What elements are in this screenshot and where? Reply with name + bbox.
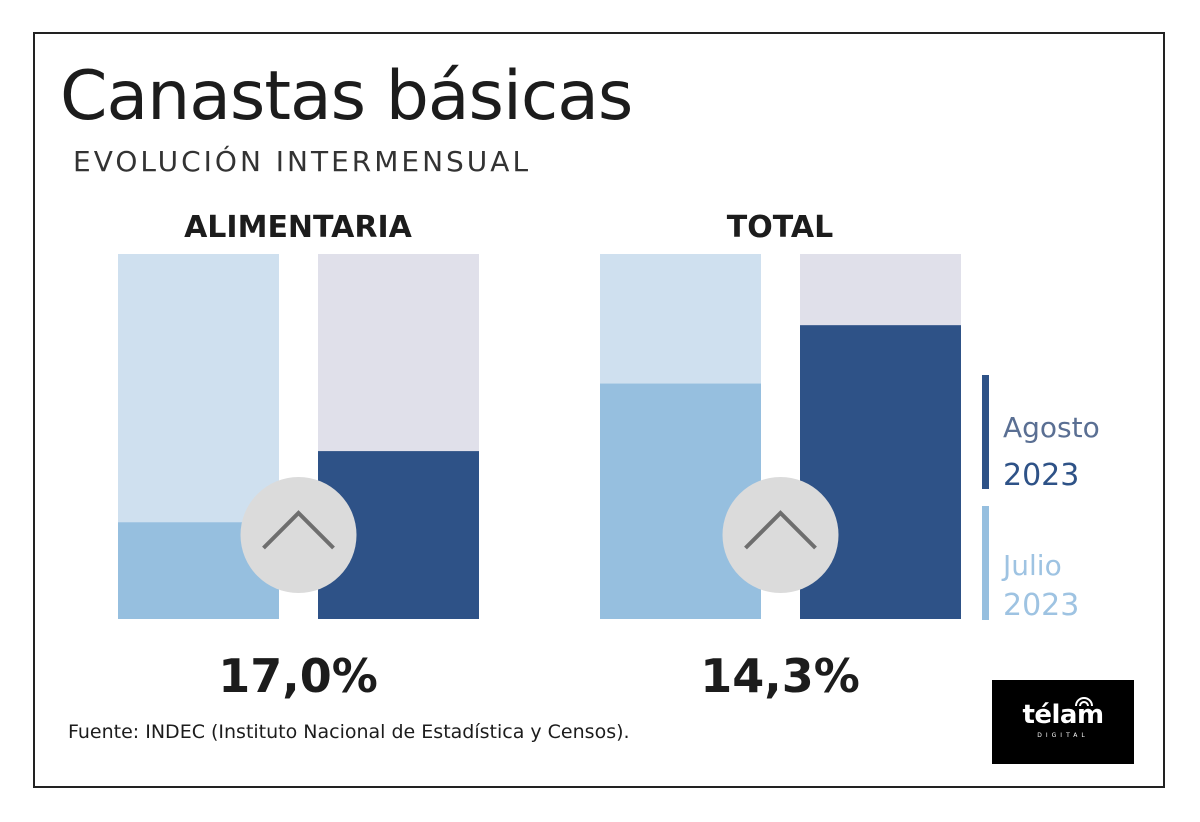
value-label-total: 14,3% [700,649,860,703]
chart-subtitle: EVOLUCIÓN INTERMENSUAL [73,145,532,178]
chevron-up-icon [262,510,335,550]
increase-badge-alimentaria [240,477,357,593]
increase-badge-total [722,477,839,593]
source-note: Fuente: INDEC (Instituto Nacional de Est… [68,721,630,743]
broadcast-waves-icon [1075,697,1093,707]
legend-julio-swatch [982,506,989,620]
chart-title: Canastas básicas [60,57,633,136]
telam-logo: télam DIGITAL [992,680,1134,764]
value-label-alimentaria: 17,0% [218,649,378,703]
logo-subtext: DIGITAL [1037,732,1089,739]
legend-agosto-year: 2023 [1003,458,1080,493]
legend-julio-year: 2023 [1003,588,1080,623]
legend-agosto-swatch [982,375,989,489]
group-title-total: TOTAL [726,210,834,245]
chevron-up-icon [744,510,817,550]
bar-total-agosto [800,325,961,619]
legend-agosto-label: Agosto [1003,411,1100,444]
legend-julio-label: Julio [1003,549,1062,582]
group-title-alimentaria: ALIMENTARIA [184,210,412,245]
logo-wordmark: télam [1022,700,1104,730]
